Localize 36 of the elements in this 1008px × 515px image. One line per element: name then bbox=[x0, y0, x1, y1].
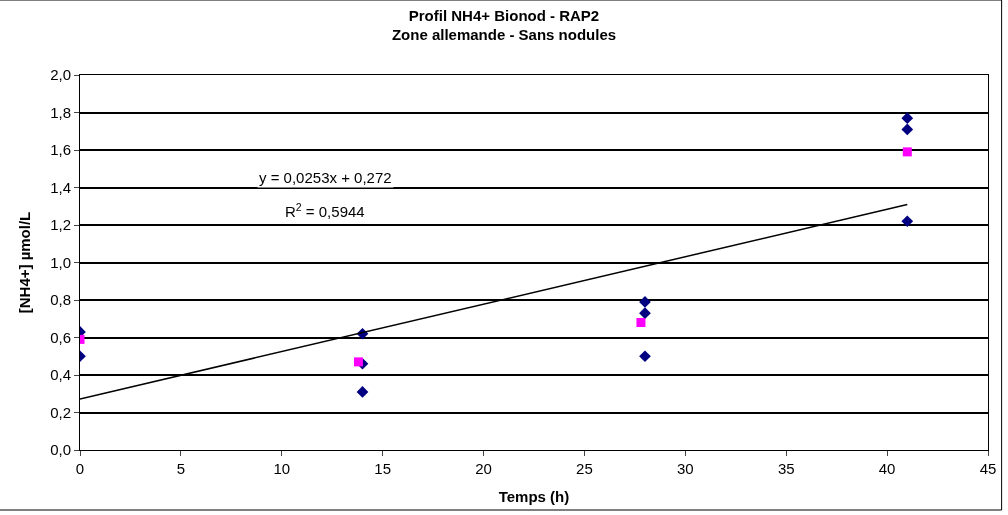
y-tick-label: 1,2 bbox=[50, 216, 71, 234]
point bbox=[901, 112, 914, 124]
point bbox=[902, 147, 912, 157]
x-tick-label: 25 bbox=[576, 460, 593, 477]
point bbox=[639, 296, 651, 308]
y-tick-label: 2,0 bbox=[50, 66, 71, 84]
y-tick-label: 1,6 bbox=[50, 141, 71, 159]
x-tick-label: 15 bbox=[374, 460, 392, 477]
y-tick-label: 0,2 bbox=[50, 403, 71, 421]
annotation: R$^{2}$ = 0,5944 bbox=[285, 201, 365, 221]
y-tick-label: 0,6 bbox=[50, 328, 71, 346]
x-tick-label: 0 bbox=[75, 460, 85, 477]
x-tick-label: 40 bbox=[878, 460, 896, 477]
x-axis-title: Temps (h) bbox=[498, 488, 570, 505]
point bbox=[639, 350, 651, 363]
point bbox=[356, 386, 369, 398]
chart-title: Profil NH4+ Bionod - RAP2 bbox=[408, 6, 600, 24]
y-tick-label: 1,8 bbox=[50, 103, 71, 121]
y-tick-label: 0,0 bbox=[50, 441, 71, 459]
x-tick-label: 5 bbox=[176, 460, 186, 477]
point bbox=[901, 215, 914, 228]
x-tick-label: 35 bbox=[777, 460, 795, 477]
x-tick-label: 30 bbox=[676, 460, 694, 477]
point bbox=[353, 357, 363, 367]
y-tick-label: 0,8 bbox=[50, 291, 71, 309]
point bbox=[901, 123, 914, 136]
annotation: y = 0,0253x + 0,272 bbox=[259, 169, 392, 186]
y-tick-label: 1,0 bbox=[50, 253, 71, 271]
y-tick-label: 0,4 bbox=[50, 366, 71, 384]
point bbox=[636, 318, 646, 327]
y-axis-title: [NH4+] µmol/L bbox=[16, 211, 34, 314]
x-tick-label: 20 bbox=[475, 460, 492, 477]
y-tick-label: 1,4 bbox=[50, 178, 71, 196]
x-tick-label: 45 bbox=[979, 460, 997, 477]
chart-subtitle: Zone allemande - Sans nodules bbox=[391, 26, 617, 44]
x-tick-label: 10 bbox=[273, 460, 291, 477]
